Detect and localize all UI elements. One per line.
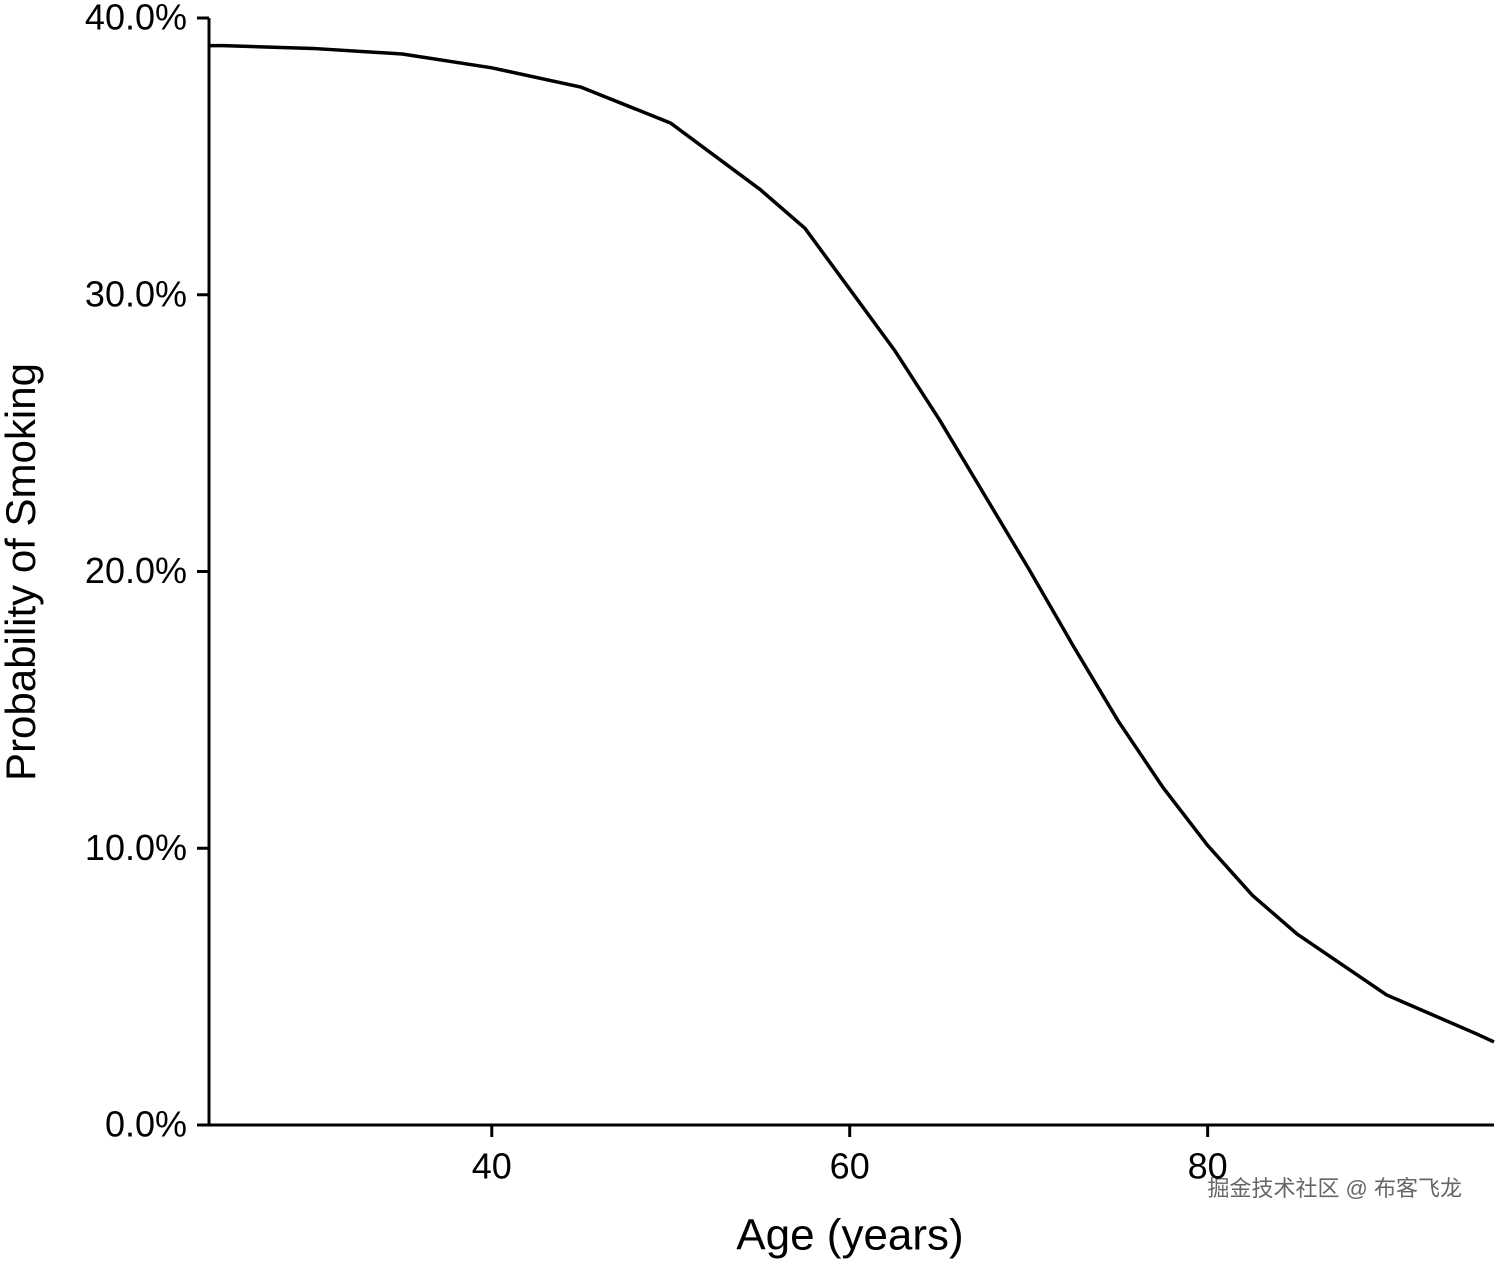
line xyxy=(209,43,1495,1044)
x-tick-label: 80 xyxy=(1188,1146,1228,1187)
watermark: 掘金技术社区 @ 布客飞龙 xyxy=(1207,1176,1462,1201)
y-tick-label: 40.0% xyxy=(85,0,187,38)
y-tick-label: 10.0% xyxy=(85,827,187,868)
y-tick-label: 20.0% xyxy=(85,550,187,591)
y-axis-title: Probability of Smoking xyxy=(0,363,44,781)
y-tick-label: 30.0% xyxy=(85,273,187,314)
x-tick-label: 40 xyxy=(472,1146,512,1187)
y-tick-label: 0.0% xyxy=(105,1104,187,1145)
x-tick-label: 60 xyxy=(830,1146,870,1187)
x-axis-title: Age (years) xyxy=(736,1211,963,1260)
